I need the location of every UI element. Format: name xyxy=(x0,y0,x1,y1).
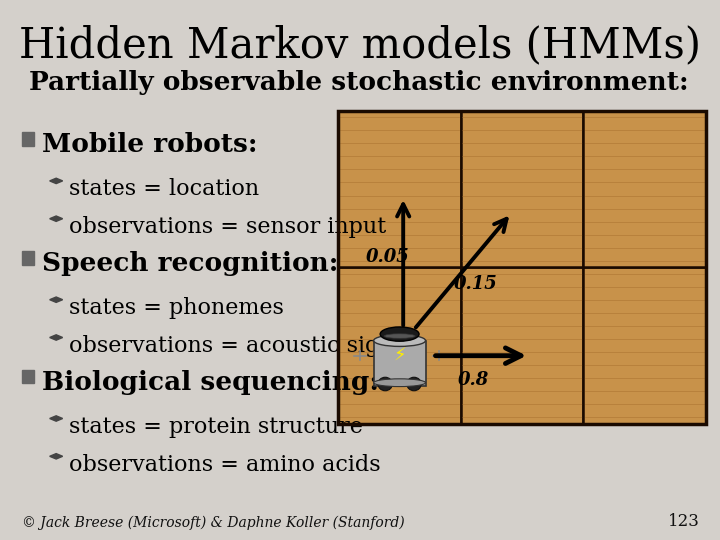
Text: states = location: states = location xyxy=(69,178,259,200)
Bar xyxy=(461,111,583,267)
Ellipse shape xyxy=(380,327,419,341)
Bar xyxy=(374,341,426,386)
Bar xyxy=(22,251,34,265)
Bar xyxy=(338,111,706,424)
Text: Mobile robots:: Mobile robots: xyxy=(42,132,257,157)
Text: states = phonemes: states = phonemes xyxy=(69,297,284,319)
Polygon shape xyxy=(50,335,63,340)
Text: Biological sequencing:: Biological sequencing: xyxy=(42,370,379,395)
Polygon shape xyxy=(50,178,63,184)
Text: ⚡: ⚡ xyxy=(393,347,406,364)
Ellipse shape xyxy=(378,377,392,391)
Bar xyxy=(22,132,34,146)
Ellipse shape xyxy=(384,334,415,338)
Text: Speech recognition:: Speech recognition: xyxy=(42,251,338,276)
Text: Partially observable stochastic environment:: Partially observable stochastic environm… xyxy=(29,70,688,95)
Ellipse shape xyxy=(407,377,421,391)
Text: states = protein structure: states = protein structure xyxy=(69,416,363,438)
Text: observations = acoustic signal: observations = acoustic signal xyxy=(69,335,414,357)
Bar xyxy=(338,111,461,267)
Text: observations = sensor input: observations = sensor input xyxy=(69,216,387,238)
Ellipse shape xyxy=(374,379,426,387)
Ellipse shape xyxy=(374,335,426,347)
Polygon shape xyxy=(50,416,63,421)
Polygon shape xyxy=(50,297,63,302)
Text: 0.15: 0.15 xyxy=(454,275,498,293)
Bar xyxy=(22,370,34,383)
Polygon shape xyxy=(50,454,63,459)
Bar xyxy=(338,267,461,424)
Text: observations = amino acids: observations = amino acids xyxy=(69,454,381,476)
Text: 123: 123 xyxy=(668,514,700,530)
Bar xyxy=(583,267,706,424)
Bar xyxy=(583,111,706,267)
Text: 0.05: 0.05 xyxy=(366,248,410,266)
Text: Hidden Markov models (HMMs): Hidden Markov models (HMMs) xyxy=(19,24,701,66)
Text: 0.8: 0.8 xyxy=(458,371,489,389)
Text: © Jack Breese (Microsoft) & Daphne Koller (Stanford): © Jack Breese (Microsoft) & Daphne Kolle… xyxy=(22,516,404,530)
Polygon shape xyxy=(50,216,63,221)
Bar xyxy=(461,267,583,424)
